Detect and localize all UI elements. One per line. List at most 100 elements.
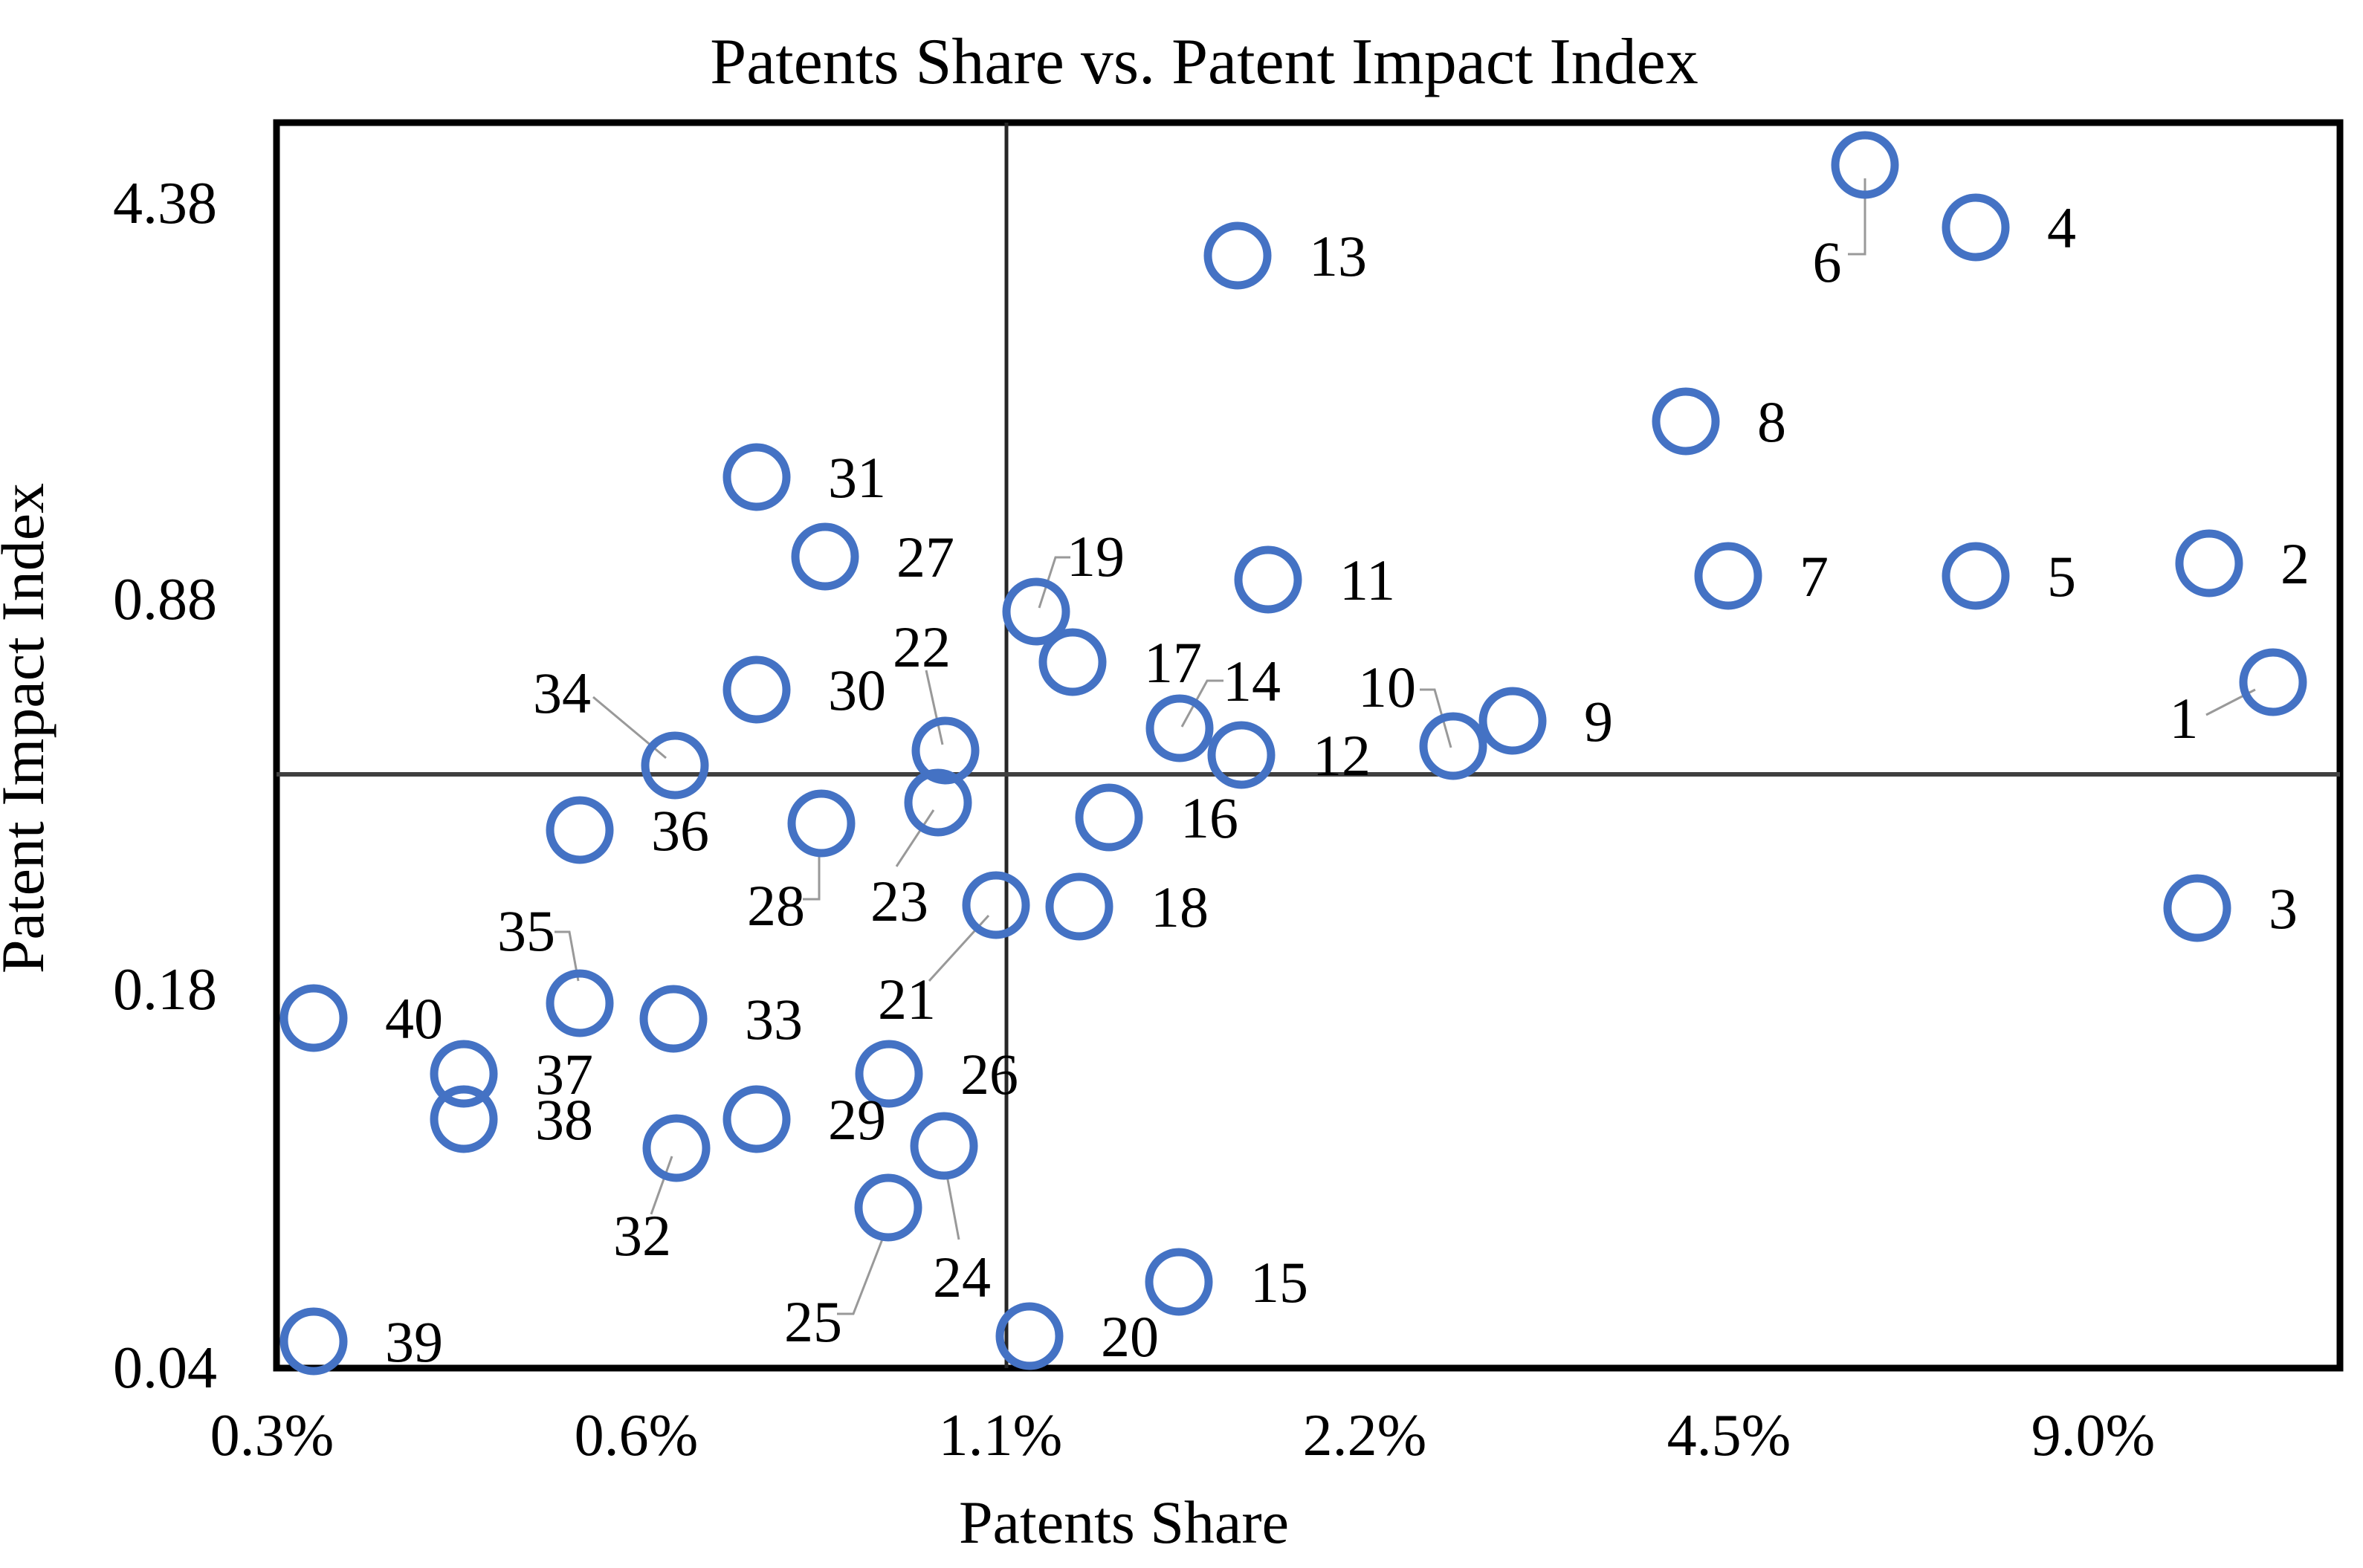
x-tick-label-0.6%: 0.6% bbox=[575, 1403, 699, 1468]
data-point-20 bbox=[995, 1302, 1064, 1370]
data-point-label-14: 14 bbox=[1223, 649, 1281, 713]
leader-line-35 bbox=[555, 930, 580, 982]
data-point-16 bbox=[1075, 783, 1143, 852]
data-point-12 bbox=[1207, 721, 1276, 789]
data-point-22 bbox=[911, 716, 980, 785]
data-point-labels: 1234567891011121314151617181920212223242… bbox=[385, 195, 2309, 1374]
leader-line-6 bbox=[1848, 178, 1866, 256]
leader-line-25 bbox=[837, 1233, 886, 1315]
data-point-5 bbox=[1942, 542, 2010, 610]
data-point-18 bbox=[1045, 872, 1113, 941]
data-point-label-35: 35 bbox=[497, 898, 555, 963]
y-axis-tick-labels: 4.38 0.88 0.18 0.04 bbox=[113, 171, 217, 1401]
leader-line-32 bbox=[650, 1156, 673, 1215]
x-tick-label-0.3%: 0.3% bbox=[210, 1403, 334, 1468]
x-tick-label-2.2%: 2.2% bbox=[1303, 1403, 1427, 1468]
data-point-label-20: 20 bbox=[1101, 1304, 1159, 1369]
data-point-label-15: 15 bbox=[1250, 1250, 1308, 1315]
x-axis-title: Patents Share bbox=[959, 1488, 1289, 1556]
data-point-label-8: 8 bbox=[1757, 389, 1786, 454]
data-point-34 bbox=[641, 731, 709, 800]
data-point-label-23: 23 bbox=[870, 869, 928, 933]
data-point-40 bbox=[279, 984, 348, 1052]
x-tick-label-1.1%: 1.1% bbox=[939, 1403, 1063, 1468]
y-tick-label-0.04: 0.04 bbox=[113, 1335, 217, 1401]
y-tick-label-0.88: 0.88 bbox=[113, 567, 217, 632]
x-tick-label-4.5%: 4.5% bbox=[1667, 1403, 1791, 1468]
data-point-label-12: 12 bbox=[1313, 723, 1371, 788]
data-point-31 bbox=[723, 443, 791, 511]
data-point-label-39: 39 bbox=[385, 1309, 443, 1374]
data-point-label-16: 16 bbox=[1180, 785, 1238, 850]
y-axis-title: Patent Impact Index bbox=[0, 483, 56, 973]
data-point-label-18: 18 bbox=[1151, 875, 1209, 939]
y-tick-label-4.38: 4.38 bbox=[113, 171, 217, 236]
data-point-29 bbox=[723, 1085, 791, 1153]
data-point-label-4: 4 bbox=[2047, 195, 2076, 260]
data-point-15 bbox=[1145, 1248, 1213, 1316]
leader-line-14 bbox=[1180, 679, 1223, 728]
data-point-label-3: 3 bbox=[2269, 876, 2298, 941]
data-point-9 bbox=[1478, 687, 1547, 755]
data-point-label-22: 22 bbox=[893, 615, 951, 679]
data-point-32 bbox=[642, 1114, 711, 1182]
data-point-36 bbox=[546, 796, 614, 864]
data-point-26 bbox=[855, 1040, 923, 1108]
data-point-27 bbox=[791, 522, 859, 591]
data-point-label-17: 17 bbox=[1144, 630, 1202, 695]
data-point-10 bbox=[1419, 712, 1487, 780]
data-point-37 bbox=[430, 1040, 498, 1108]
data-point-39 bbox=[279, 1307, 348, 1376]
data-point-label-34: 34 bbox=[533, 661, 591, 725]
data-point-label-5: 5 bbox=[2047, 544, 2076, 609]
x-axis-tick-labels: 0.3% 0.6% 1.1% 2.2% 4.5% 9.0% bbox=[210, 1403, 2156, 1468]
data-point-label-40: 40 bbox=[385, 986, 443, 1051]
data-point-24 bbox=[910, 1112, 978, 1180]
data-point-17 bbox=[1038, 628, 1107, 696]
data-point-label-24: 24 bbox=[933, 1245, 991, 1309]
leader-lines bbox=[555, 178, 2256, 1315]
data-point-label-27: 27 bbox=[896, 525, 954, 589]
data-point-label-9: 9 bbox=[1584, 689, 1613, 754]
data-point-19 bbox=[1002, 577, 1070, 646]
data-point-label-1: 1 bbox=[2170, 686, 2199, 751]
leader-line-23 bbox=[895, 809, 935, 867]
data-point-6 bbox=[1831, 131, 1899, 199]
data-point-3 bbox=[2163, 874, 2231, 942]
data-point-25 bbox=[854, 1173, 922, 1242]
data-point-label-26: 26 bbox=[960, 1042, 1018, 1107]
data-point-2 bbox=[2175, 529, 2243, 597]
data-point-label-7: 7 bbox=[1800, 544, 1829, 609]
data-point-28 bbox=[787, 789, 856, 858]
leader-line-10 bbox=[1420, 688, 1452, 748]
data-point-label-32: 32 bbox=[613, 1203, 671, 1268]
data-point-label-36: 36 bbox=[651, 798, 709, 863]
leader-line-28 bbox=[803, 855, 821, 901]
plot-area-border bbox=[273, 119, 2344, 1372]
data-point-1 bbox=[2239, 648, 2307, 716]
data-point-label-10: 10 bbox=[1358, 655, 1416, 719]
data-point-21 bbox=[962, 871, 1030, 939]
data-point-label-25: 25 bbox=[784, 1289, 842, 1354]
x-tick-label-9.0%: 9.0% bbox=[2031, 1403, 2156, 1468]
data-point-8 bbox=[1652, 387, 1720, 456]
data-point-label-29: 29 bbox=[828, 1087, 886, 1152]
data-point-4 bbox=[1942, 193, 2010, 262]
data-point-7 bbox=[1694, 542, 1762, 610]
y-tick-label-0.18: 0.18 bbox=[113, 957, 217, 1023]
data-point-label-37: 37 bbox=[535, 1042, 593, 1107]
data-point-label-30: 30 bbox=[828, 658, 886, 722]
data-point-23 bbox=[904, 768, 972, 837]
data-point-13 bbox=[1203, 221, 1272, 290]
leader-line-24 bbox=[945, 1175, 960, 1240]
data-point-label-19: 19 bbox=[1067, 524, 1125, 589]
data-point-label-21: 21 bbox=[878, 967, 936, 1031]
data-point-label-31: 31 bbox=[828, 445, 886, 510]
data-point-label-33: 33 bbox=[745, 987, 803, 1052]
data-point-label-6: 6 bbox=[1813, 230, 1842, 294]
data-point-label-13: 13 bbox=[1309, 224, 1367, 288]
data-point-11 bbox=[1234, 545, 1302, 614]
data-point-label-2: 2 bbox=[2280, 531, 2309, 596]
